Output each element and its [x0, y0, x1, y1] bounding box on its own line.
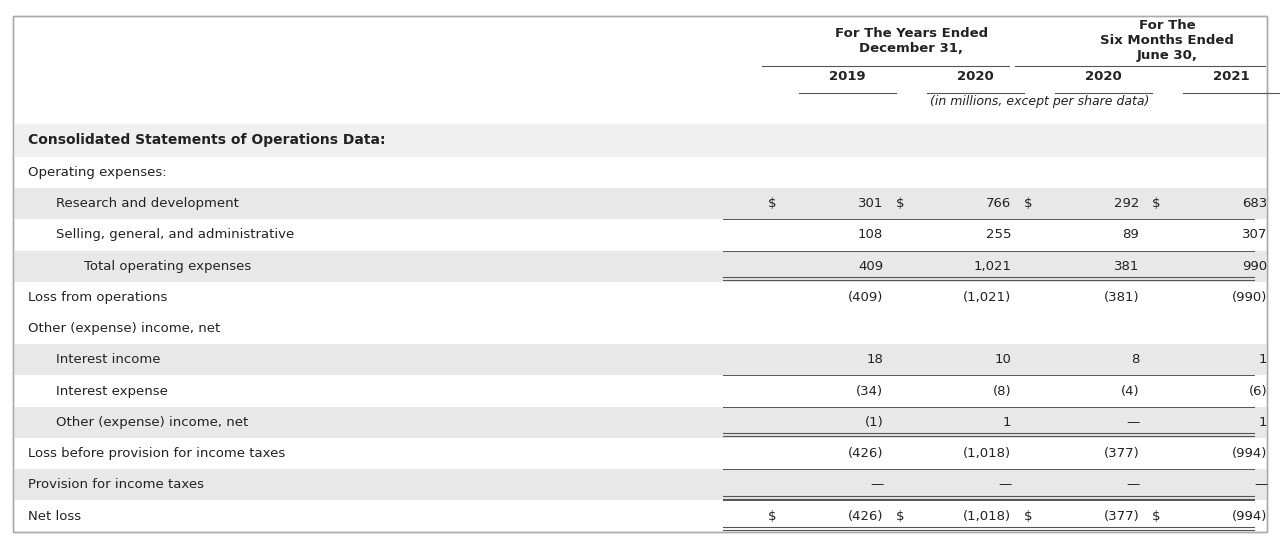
Text: 409: 409	[858, 259, 883, 273]
Text: 1: 1	[1258, 416, 1267, 429]
FancyBboxPatch shape	[13, 407, 1267, 438]
Text: (in millions, except per share data): (in millions, except per share data)	[929, 95, 1149, 108]
Text: 683: 683	[1242, 197, 1267, 210]
Text: (994): (994)	[1231, 510, 1267, 523]
Text: $: $	[1024, 197, 1033, 210]
FancyBboxPatch shape	[13, 124, 1267, 157]
Text: For The
Six Months Ended
June 30,: For The Six Months Ended June 30,	[1101, 19, 1234, 62]
Text: Loss before provision for income taxes: Loss before provision for income taxes	[28, 447, 285, 460]
Text: Operating expenses:: Operating expenses:	[28, 166, 166, 179]
Text: 2019: 2019	[829, 70, 865, 83]
Text: $: $	[768, 197, 777, 210]
Text: 292: 292	[1114, 197, 1139, 210]
Text: 1: 1	[1002, 416, 1011, 429]
FancyBboxPatch shape	[13, 251, 1267, 282]
Text: 2020: 2020	[957, 70, 993, 83]
Text: Loss from operations: Loss from operations	[28, 291, 168, 304]
Text: Interest income: Interest income	[56, 353, 161, 366]
Text: 10: 10	[995, 353, 1011, 366]
Text: 18: 18	[867, 353, 883, 366]
Text: $: $	[896, 510, 905, 523]
Text: (1,018): (1,018)	[963, 447, 1011, 460]
Text: (409): (409)	[847, 291, 883, 304]
Text: 301: 301	[858, 197, 883, 210]
Text: (377): (377)	[1103, 510, 1139, 523]
Text: $: $	[896, 197, 905, 210]
Text: —: —	[1126, 478, 1139, 491]
Text: Selling, general, and administrative: Selling, general, and administrative	[56, 228, 294, 242]
Text: (1,018): (1,018)	[963, 510, 1011, 523]
Text: —: —	[870, 478, 883, 491]
Text: 1: 1	[1258, 353, 1267, 366]
Text: Consolidated Statements of Operations Data:: Consolidated Statements of Operations Da…	[28, 133, 385, 147]
Text: 2021: 2021	[1213, 70, 1249, 83]
Text: 307: 307	[1242, 228, 1267, 242]
Text: 89: 89	[1123, 228, 1139, 242]
Text: 1,021: 1,021	[973, 259, 1011, 273]
Text: $: $	[768, 510, 777, 523]
FancyBboxPatch shape	[13, 469, 1267, 500]
Text: (377): (377)	[1103, 447, 1139, 460]
FancyBboxPatch shape	[13, 188, 1267, 219]
Text: —: —	[1254, 478, 1267, 491]
Text: Research and development: Research and development	[56, 197, 239, 210]
Text: (8): (8)	[992, 384, 1011, 397]
Text: —: —	[1126, 416, 1139, 429]
FancyBboxPatch shape	[13, 344, 1267, 375]
Text: 8: 8	[1130, 353, 1139, 366]
Text: (426): (426)	[847, 510, 883, 523]
Text: (6): (6)	[1248, 384, 1267, 397]
Text: $: $	[1152, 510, 1161, 523]
Text: (994): (994)	[1231, 447, 1267, 460]
Text: (426): (426)	[847, 447, 883, 460]
Text: (4): (4)	[1120, 384, 1139, 397]
Text: Other (expense) income, net: Other (expense) income, net	[56, 416, 248, 429]
Text: 108: 108	[858, 228, 883, 242]
Text: $: $	[1152, 197, 1161, 210]
Text: 766: 766	[986, 197, 1011, 210]
Text: Other (expense) income, net: Other (expense) income, net	[28, 322, 220, 335]
Text: $: $	[1024, 510, 1033, 523]
Text: —: —	[998, 478, 1011, 491]
Text: For The Years Ended
December 31,: For The Years Ended December 31,	[835, 27, 988, 55]
FancyBboxPatch shape	[13, 16, 1267, 532]
Text: 255: 255	[986, 228, 1011, 242]
Text: 2020: 2020	[1085, 70, 1121, 83]
Text: Interest expense: Interest expense	[56, 384, 168, 397]
Text: (1,021): (1,021)	[963, 291, 1011, 304]
Text: 990: 990	[1242, 259, 1267, 273]
Text: (990): (990)	[1231, 291, 1267, 304]
Text: Net loss: Net loss	[28, 510, 82, 523]
Text: (1): (1)	[864, 416, 883, 429]
Text: (381): (381)	[1103, 291, 1139, 304]
Text: 381: 381	[1114, 259, 1139, 273]
Text: (34): (34)	[856, 384, 883, 397]
Text: Total operating expenses: Total operating expenses	[84, 259, 252, 273]
Text: Provision for income taxes: Provision for income taxes	[28, 478, 205, 491]
